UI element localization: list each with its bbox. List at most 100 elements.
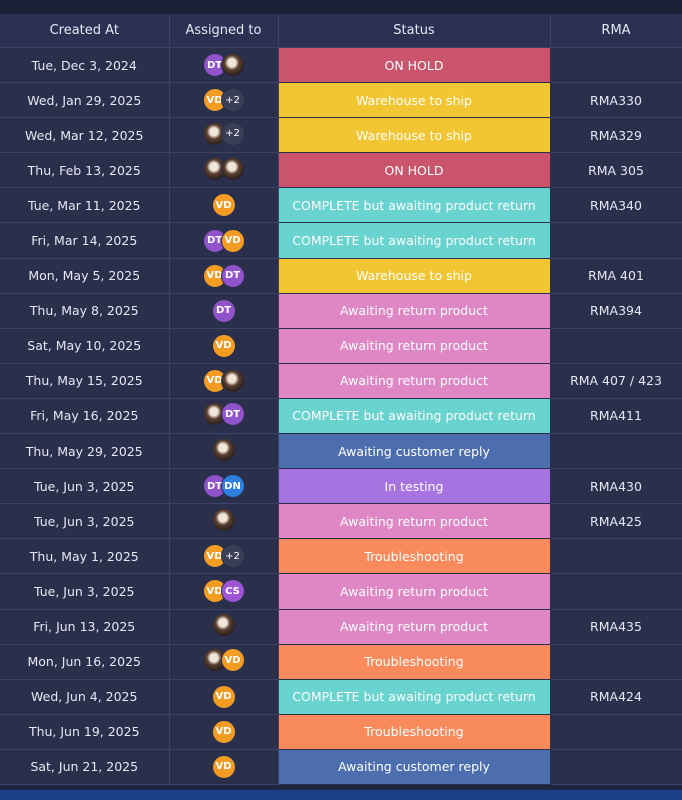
created-at-cell[interactable]: Tue, Jun 3, 2025 (0, 468, 170, 505)
status-cell[interactable]: COMPLETE but awaiting product return (278, 398, 551, 435)
assigned-to-cell[interactable]: DT (169, 293, 279, 329)
table-row[interactable]: Tue, Jun 3, 2025 DT DN In testing RMA430 (0, 468, 682, 505)
avatar-group[interactable]: VD (211, 684, 236, 709)
table-row[interactable]: Sat, Jun 21, 2025 VD Awaiting customer rep… (0, 749, 682, 785)
status-cell[interactable]: COMPLETE but awaiting product return (278, 222, 551, 259)
status-cell[interactable]: COMPLETE but awaiting product return (278, 679, 551, 715)
more-assignees-badge[interactable]: +2 (220, 544, 245, 569)
assigned-to-cell[interactable]: VD CS (169, 573, 279, 610)
avatar-group[interactable]: DT DN (202, 474, 245, 499)
table-row[interactable]: Sat, May 10, 2025 VD Awaiting return produ… (0, 328, 682, 364)
created-at-cell[interactable]: Tue, Jun 3, 2025 (0, 503, 170, 540)
status-cell[interactable]: COMPLETE but awaiting product return (278, 187, 551, 224)
status-cell[interactable]: Troubleshooting (278, 538, 551, 575)
rma-cell[interactable]: RMA411 (550, 398, 682, 435)
status-cell[interactable]: In testing (278, 468, 551, 505)
assigned-to-cell[interactable]: VD (169, 644, 279, 680)
table-row[interactable]: Thu, May 29, 2025 Awaiting customer reply (0, 433, 682, 470)
user-photo-avatar[interactable] (211, 613, 236, 638)
user-photo-avatar[interactable] (220, 156, 245, 181)
assigned-to-cell[interactable] (169, 152, 279, 189)
avatar-group[interactable]: VD (202, 648, 245, 673)
assigned-to-cell[interactable]: DT VD (169, 222, 279, 259)
assigned-to-cell[interactable]: +2 (169, 117, 279, 154)
rma-cell[interactable]: RMA 305 (550, 152, 682, 189)
table-row[interactable]: Thu, May 8, 2025 DT Awaiting return produc… (0, 293, 682, 329)
status-cell[interactable]: Awaiting return product (278, 293, 551, 329)
user-photo-avatar[interactable] (220, 53, 245, 78)
status-cell[interactable]: Awaiting return product (278, 328, 551, 364)
created-at-cell[interactable]: Thu, May 1, 2025 (0, 538, 170, 575)
assigned-to-cell[interactable]: VD DT (169, 258, 279, 294)
column-header-created-at[interactable]: Created At (0, 14, 170, 48)
status-cell[interactable]: Troubleshooting (278, 644, 551, 680)
table-row[interactable]: Thu, May 1, 2025 VD +2 Troubleshooting (0, 538, 682, 575)
rma-cell[interactable] (550, 749, 682, 785)
assigned-to-cell[interactable]: DT (169, 47, 279, 84)
avatar-dt[interactable]: DT (220, 263, 245, 288)
rma-cell[interactable]: RMA394 (550, 293, 682, 329)
avatar-vd[interactable]: VD (220, 228, 245, 253)
created-at-cell[interactable]: Mon, Jun 16, 2025 (0, 644, 170, 680)
created-at-cell[interactable]: Fri, Mar 14, 2025 (0, 222, 170, 259)
status-cell[interactable]: Awaiting customer reply (278, 749, 551, 785)
created-at-cell[interactable]: Wed, Jan 29, 2025 (0, 82, 170, 119)
created-at-cell[interactable]: Sat, Jun 21, 2025 (0, 749, 170, 785)
avatar-dt[interactable]: DT (220, 402, 245, 427)
rma-cell[interactable]: RMA425 (550, 503, 682, 540)
created-at-cell[interactable]: Mon, May 5, 2025 (0, 258, 170, 294)
table-row[interactable]: Fri, Jun 13, 2025 Awaiting return product… (0, 609, 682, 645)
column-header-rma[interactable]: RMA (550, 14, 682, 48)
table-row[interactable]: Tue, Dec 3, 2024 DT ON HOLD (0, 47, 682, 84)
status-cell[interactable]: Awaiting return product (278, 503, 551, 540)
table-row[interactable]: Thu, Feb 13, 2025 ON HOLD RMA 305 (0, 152, 682, 189)
status-cell[interactable]: Warehouse to ship (278, 82, 551, 119)
avatar-vd[interactable]: VD (211, 333, 236, 358)
status-cell[interactable]: Awaiting return product (278, 609, 551, 645)
status-cell[interactable]: Awaiting customer reply (278, 433, 551, 470)
avatar-group[interactable] (211, 507, 236, 532)
created-at-cell[interactable]: Thu, May 15, 2025 (0, 363, 170, 399)
avatar-group[interactable]: DT VD (202, 228, 245, 253)
table-row[interactable]: Fri, May 16, 2025 DT COMPLETE but awaiting… (0, 398, 682, 435)
avatar-group[interactable]: VD DT (202, 263, 245, 288)
user-photo-avatar[interactable] (211, 507, 236, 532)
assigned-to-cell[interactable] (169, 609, 279, 645)
assigned-to-cell[interactable]: VD +2 (169, 538, 279, 575)
rma-cell[interactable]: RMA435 (550, 609, 682, 645)
rma-cell[interactable] (550, 644, 682, 680)
created-at-cell[interactable]: Fri, May 16, 2025 (0, 398, 170, 435)
assigned-to-cell[interactable]: VD (169, 328, 279, 364)
assigned-to-cell[interactable]: DT DN (169, 468, 279, 505)
table-row[interactable]: Mon, May 5, 2025 VD DT Warehouse to ship RMA… (0, 258, 682, 294)
user-photo-avatar[interactable] (220, 368, 245, 393)
column-header-assigned-to[interactable]: Assigned to (169, 14, 279, 48)
created-at-cell[interactable]: Thu, Jun 19, 2025 (0, 714, 170, 750)
avatar-group[interactable] (211, 613, 236, 638)
assigned-to-cell[interactable]: VD +2 (169, 82, 279, 119)
more-assignees-badge[interactable]: +2 (220, 121, 245, 146)
avatar-group[interactable]: VD +2 (202, 544, 245, 569)
status-cell[interactable]: Awaiting return product (278, 573, 551, 610)
rma-cell[interactable]: RMA 401 (550, 258, 682, 294)
avatar-vd[interactable]: VD (220, 648, 245, 673)
rma-cell[interactable] (550, 433, 682, 470)
avatar-group[interactable]: VD CS (202, 579, 245, 604)
avatar-dt[interactable]: DT (211, 298, 236, 323)
assigned-to-cell[interactable] (169, 433, 279, 470)
rma-cell[interactable] (550, 47, 682, 84)
table-row[interactable]: Mon, Jun 16, 2025 VD Troubleshooting (0, 644, 682, 680)
avatar-group[interactable]: DT (211, 298, 236, 323)
table-row[interactable]: Tue, Mar 11, 2025 VD COMPLETE but awaiting… (0, 187, 682, 224)
column-header-status[interactable]: Status (278, 14, 551, 48)
assigned-to-cell[interactable] (169, 503, 279, 540)
table-row[interactable]: Thu, Jun 19, 2025 VD Troubleshooting (0, 714, 682, 750)
rma-cell[interactable] (550, 714, 682, 750)
rma-cell[interactable] (550, 573, 682, 610)
avatar-vd[interactable]: VD (211, 684, 236, 709)
rma-cell[interactable]: RMA430 (550, 468, 682, 505)
assigned-to-cell[interactable]: VD (169, 749, 279, 785)
rma-cell[interactable]: RMA424 (550, 679, 682, 715)
rma-cell[interactable]: RMA330 (550, 82, 682, 119)
status-cell[interactable]: Awaiting return product (278, 363, 551, 399)
